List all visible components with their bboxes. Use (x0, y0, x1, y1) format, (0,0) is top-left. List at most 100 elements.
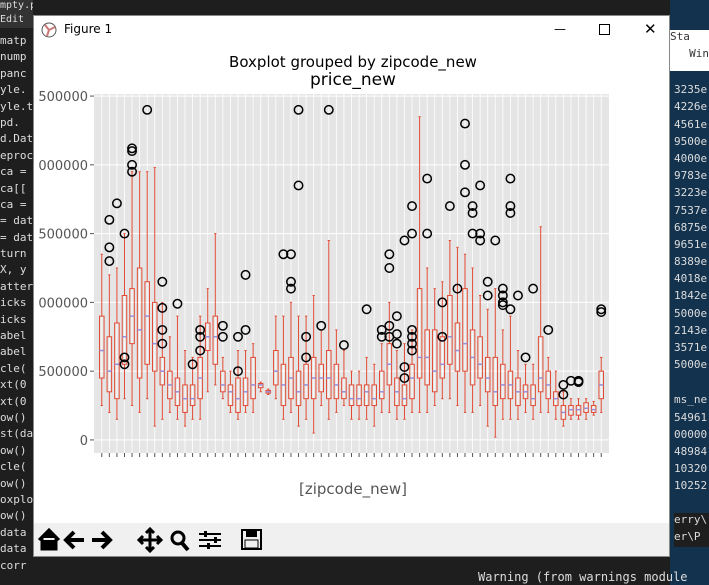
flier (558, 389, 569, 400)
box (189, 384, 196, 407)
flier (505, 304, 516, 315)
text-line: turn (0, 247, 27, 261)
flier (460, 159, 470, 170)
flier (127, 166, 138, 177)
flier (505, 201, 516, 212)
text-line: 9783e (674, 169, 708, 183)
spacer (674, 497, 709, 513)
text-line: ca = (0, 165, 27, 179)
flier (293, 104, 304, 115)
flier (528, 283, 539, 294)
text-line: panc (0, 66, 27, 80)
text-line: 2143e (674, 323, 708, 337)
flier (384, 249, 395, 260)
maximize[interactable] (599, 24, 610, 35)
text-line: pd. (0, 115, 20, 129)
flier (316, 320, 327, 331)
flier (573, 377, 584, 388)
flier (505, 173, 516, 184)
text-line: ca[[ (0, 181, 27, 195)
text-line: 8389e (674, 255, 708, 269)
flier (240, 324, 251, 335)
flier (505, 208, 516, 218)
console-tab[interactable]: Sta (670, 30, 709, 48)
text-line: xt(0 (0, 394, 27, 408)
flier (399, 362, 410, 372)
flier (233, 366, 243, 377)
flier (157, 324, 168, 335)
flier (142, 104, 153, 115)
save-button[interactable] (241, 529, 262, 550)
flier (217, 331, 228, 342)
flier (407, 324, 417, 335)
close[interactable]: ✕ (644, 20, 657, 38)
text-line: = dat (0, 214, 33, 228)
flier (361, 304, 372, 315)
box (220, 370, 226, 393)
box (348, 384, 355, 407)
text-line: abel (0, 329, 27, 343)
flier (475, 235, 486, 246)
text-line: icks (0, 312, 27, 326)
flier (482, 290, 493, 301)
box (303, 363, 309, 400)
flier (391, 311, 402, 322)
zoom-button[interactable] (170, 530, 190, 552)
flier (407, 345, 417, 356)
chart: Boxplot grouped by zipcode_new price_new… (38, 53, 609, 499)
flier (157, 276, 168, 287)
flier (104, 256, 115, 267)
text-line: 3571e (674, 341, 708, 354)
flier (119, 228, 130, 239)
minimize[interactable]: — (554, 22, 566, 36)
box (492, 356, 499, 407)
console-tab[interactable]: Win (670, 47, 709, 72)
forward-button[interactable] (92, 530, 113, 550)
configure-button[interactable] (199, 531, 221, 549)
text-line: ca = (0, 197, 27, 211)
text-line: 9500e (674, 134, 708, 148)
flier (195, 345, 206, 356)
text-line: data (0, 525, 27, 539)
text-line: 4000e (674, 151, 708, 165)
text-line: 48984 (674, 444, 708, 458)
text-line: nump (0, 50, 27, 64)
text-line: data (0, 542, 27, 556)
flier (384, 320, 395, 331)
box (151, 301, 158, 372)
box (363, 384, 370, 407)
box (295, 370, 302, 407)
flier (217, 320, 228, 331)
text-line: corr (0, 558, 27, 572)
text-line: atter (0, 279, 33, 293)
back-button[interactable] (63, 530, 84, 550)
flier (376, 324, 387, 335)
text-line: 4018e (674, 272, 708, 286)
flier (301, 352, 312, 363)
flier (376, 331, 387, 342)
flier (407, 331, 417, 342)
app-icon (41, 22, 57, 38)
box (530, 384, 536, 407)
flier (111, 198, 122, 209)
box (409, 363, 415, 400)
text-line: 10252 (674, 479, 708, 493)
home-button[interactable] (37, 527, 61, 551)
flier (407, 338, 417, 349)
y-tick-label: 0 (80, 434, 88, 449)
box (431, 329, 438, 393)
flier (513, 290, 523, 301)
text-line: 4226e (674, 100, 708, 114)
menu[interactable]: Edit (0, 14, 33, 28)
text-line: icks (0, 296, 27, 310)
flier (467, 208, 478, 218)
text-line: X, y (0, 263, 27, 277)
box (500, 363, 506, 400)
flier (596, 307, 607, 317)
text-line: matp (0, 34, 27, 47)
pan-button[interactable] (136, 526, 164, 554)
flier (467, 201, 478, 212)
text-line: ow() (0, 476, 27, 490)
chart-suptitle: Boxplot grouped by zipcode_new (229, 53, 477, 72)
